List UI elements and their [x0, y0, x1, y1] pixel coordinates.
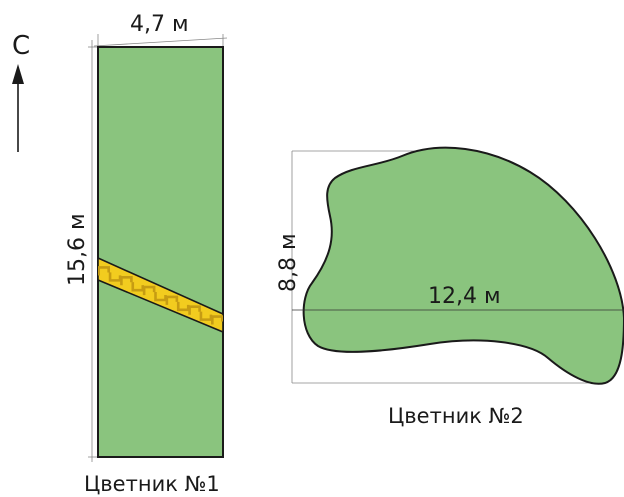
- bed-2-area: [302, 146, 624, 385]
- bed-2-caption: Цветник №2: [388, 404, 524, 428]
- width-dimension-line: [93, 37, 228, 47]
- flower-bed-2: 8,8 м 12,4 м Цветник №2: [276, 146, 624, 428]
- bed-1-width-label: 4,7 м: [130, 12, 189, 37]
- path-pattern-segment: [108, 272, 122, 282]
- path-pattern-segment: [211, 315, 223, 325]
- flower-bed-1: 4,7 м 15,6 м Цветник №1: [65, 12, 228, 496]
- bed-1-caption: Цветник №1: [84, 472, 220, 496]
- path-pattern-segment: [142, 285, 156, 296]
- path-pattern-segment: [165, 295, 179, 305]
- path-pattern-segment: [98, 266, 110, 276]
- bed-1-area: [97, 46, 224, 458]
- path-pattern-segment: [199, 311, 213, 321]
- north-label: С: [12, 31, 30, 61]
- path-pattern-segment: [188, 305, 201, 315]
- bed-2-length-label: 12,4 м: [428, 284, 501, 309]
- bed-2-height-label: 8,8 м: [276, 233, 301, 292]
- path-pattern-segment: [120, 275, 133, 286]
- arrow-head-icon: [12, 64, 24, 84]
- path-pattern-segment: [154, 292, 167, 302]
- decorative-path: [98, 257, 223, 333]
- path-pattern-segment: [131, 282, 145, 292]
- path-pattern-segment: [176, 301, 190, 312]
- north-arrow: С: [12, 31, 30, 152]
- bed-1-length-label: 15,6 м: [65, 213, 90, 286]
